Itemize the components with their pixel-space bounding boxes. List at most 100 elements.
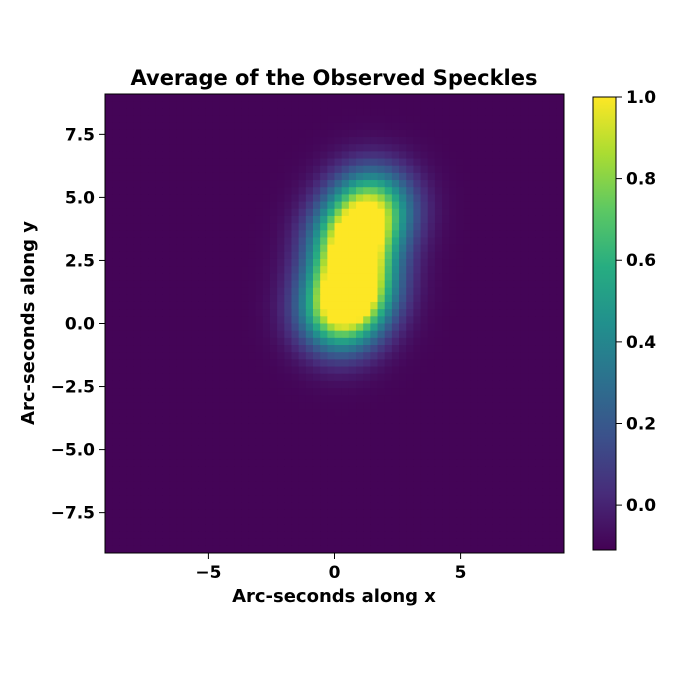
heatmap-cell xyxy=(556,215,564,224)
heatmap-cell xyxy=(312,538,321,547)
heatmap-cell xyxy=(506,409,515,418)
heatmap-cell xyxy=(456,488,465,497)
heatmap-cell xyxy=(262,144,271,152)
heatmap-cell xyxy=(212,380,221,389)
heatmap-cell xyxy=(391,459,400,468)
heatmap-cell xyxy=(391,345,400,353)
heatmap-cell xyxy=(348,223,357,231)
heatmap-cell xyxy=(105,301,113,310)
heatmap-cell xyxy=(234,538,242,547)
heatmap-cell xyxy=(205,323,214,332)
heatmap-cell xyxy=(219,438,228,447)
heatmap-cell xyxy=(248,538,257,547)
heatmap-cell xyxy=(549,129,558,138)
heatmap-cell xyxy=(284,488,293,497)
heatmap-cell xyxy=(334,230,343,239)
heatmap-cell xyxy=(542,172,551,181)
heatmap-cell xyxy=(549,137,558,145)
heatmap-cell xyxy=(477,258,486,267)
heatmap-cell xyxy=(205,466,214,475)
heatmap-cell xyxy=(148,172,156,181)
heatmap-cell xyxy=(133,108,142,117)
heatmap-cell xyxy=(119,466,128,475)
heatmap-cell xyxy=(434,474,443,482)
heatmap-cell xyxy=(492,273,501,282)
heatmap-cell xyxy=(413,438,422,447)
heatmap-cell xyxy=(341,215,350,224)
heatmap-cell xyxy=(191,431,199,439)
heatmap-cell xyxy=(377,301,386,310)
heatmap-cell xyxy=(363,194,371,203)
heatmap-cell xyxy=(513,431,522,439)
heatmap-cell xyxy=(234,452,242,461)
heatmap-cell xyxy=(406,115,414,124)
heatmap-cell xyxy=(234,488,242,497)
heatmap-cell xyxy=(485,187,493,195)
heatmap-cell xyxy=(549,531,558,540)
heatmap-cell xyxy=(176,359,185,368)
heatmap-cell xyxy=(449,431,458,439)
heatmap-cell xyxy=(226,323,235,332)
heatmap-cell xyxy=(234,201,242,210)
heatmap-cell xyxy=(312,402,321,411)
heatmap-cell xyxy=(535,287,544,296)
heatmap-cell xyxy=(234,165,242,174)
heatmap-cell xyxy=(363,316,371,325)
heatmap-cell xyxy=(377,215,386,224)
heatmap-cell xyxy=(542,509,551,518)
heatmap-cell xyxy=(320,323,328,332)
heatmap-cell xyxy=(291,194,300,203)
heatmap-cell xyxy=(334,251,343,260)
heatmap-cell xyxy=(528,459,536,468)
heatmap-cell xyxy=(327,215,336,224)
heatmap-cell xyxy=(298,316,307,325)
heatmap-cell xyxy=(191,488,199,497)
heatmap-cell xyxy=(470,395,479,403)
heatmap-cell xyxy=(205,208,214,217)
heatmap-cell xyxy=(169,395,178,403)
heatmap-cell xyxy=(312,459,321,468)
heatmap-cell xyxy=(148,524,156,533)
heatmap-cell xyxy=(126,180,135,188)
heatmap-cell xyxy=(413,330,422,339)
heatmap-cell xyxy=(305,431,314,439)
heatmap-cell xyxy=(320,502,328,511)
heatmap-cell xyxy=(119,509,128,518)
heatmap-cell xyxy=(520,230,529,239)
heatmap-cell xyxy=(477,359,486,368)
heatmap-cell xyxy=(305,545,314,553)
heatmap-cell xyxy=(176,402,185,411)
heatmap-cell xyxy=(549,244,558,253)
heatmap-cell xyxy=(513,172,522,181)
heatmap-cell xyxy=(219,316,228,325)
heatmap-cell xyxy=(126,509,135,518)
heatmap-cell xyxy=(399,481,407,490)
heatmap-cell xyxy=(377,438,386,447)
heatmap-cell xyxy=(183,402,192,411)
heatmap-cell xyxy=(219,474,228,482)
heatmap-cell xyxy=(183,187,192,195)
heatmap-cell xyxy=(255,402,264,411)
heatmap-cell xyxy=(140,208,149,217)
heatmap-cell xyxy=(463,187,472,195)
heatmap-cell xyxy=(205,273,214,282)
heatmap-cell xyxy=(255,352,264,360)
heatmap-cell xyxy=(485,531,493,540)
heatmap-cell xyxy=(234,301,242,310)
heatmap-cell xyxy=(542,373,551,382)
heatmap-cell xyxy=(456,395,465,403)
heatmap-cell xyxy=(391,452,400,461)
heatmap-cell xyxy=(176,388,185,396)
heatmap-cell xyxy=(126,223,135,231)
heatmap-cell xyxy=(549,180,558,188)
heatmap-cell xyxy=(528,137,536,145)
heatmap-cell xyxy=(205,409,214,418)
heatmap-cell xyxy=(470,108,479,117)
heatmap-cell xyxy=(520,251,529,260)
heatmap-cell xyxy=(348,431,357,439)
heatmap-cell xyxy=(513,158,522,167)
heatmap-cell xyxy=(513,337,522,346)
heatmap-cell xyxy=(212,431,221,439)
heatmap-cell xyxy=(105,466,113,475)
heatmap-cell xyxy=(205,459,214,468)
